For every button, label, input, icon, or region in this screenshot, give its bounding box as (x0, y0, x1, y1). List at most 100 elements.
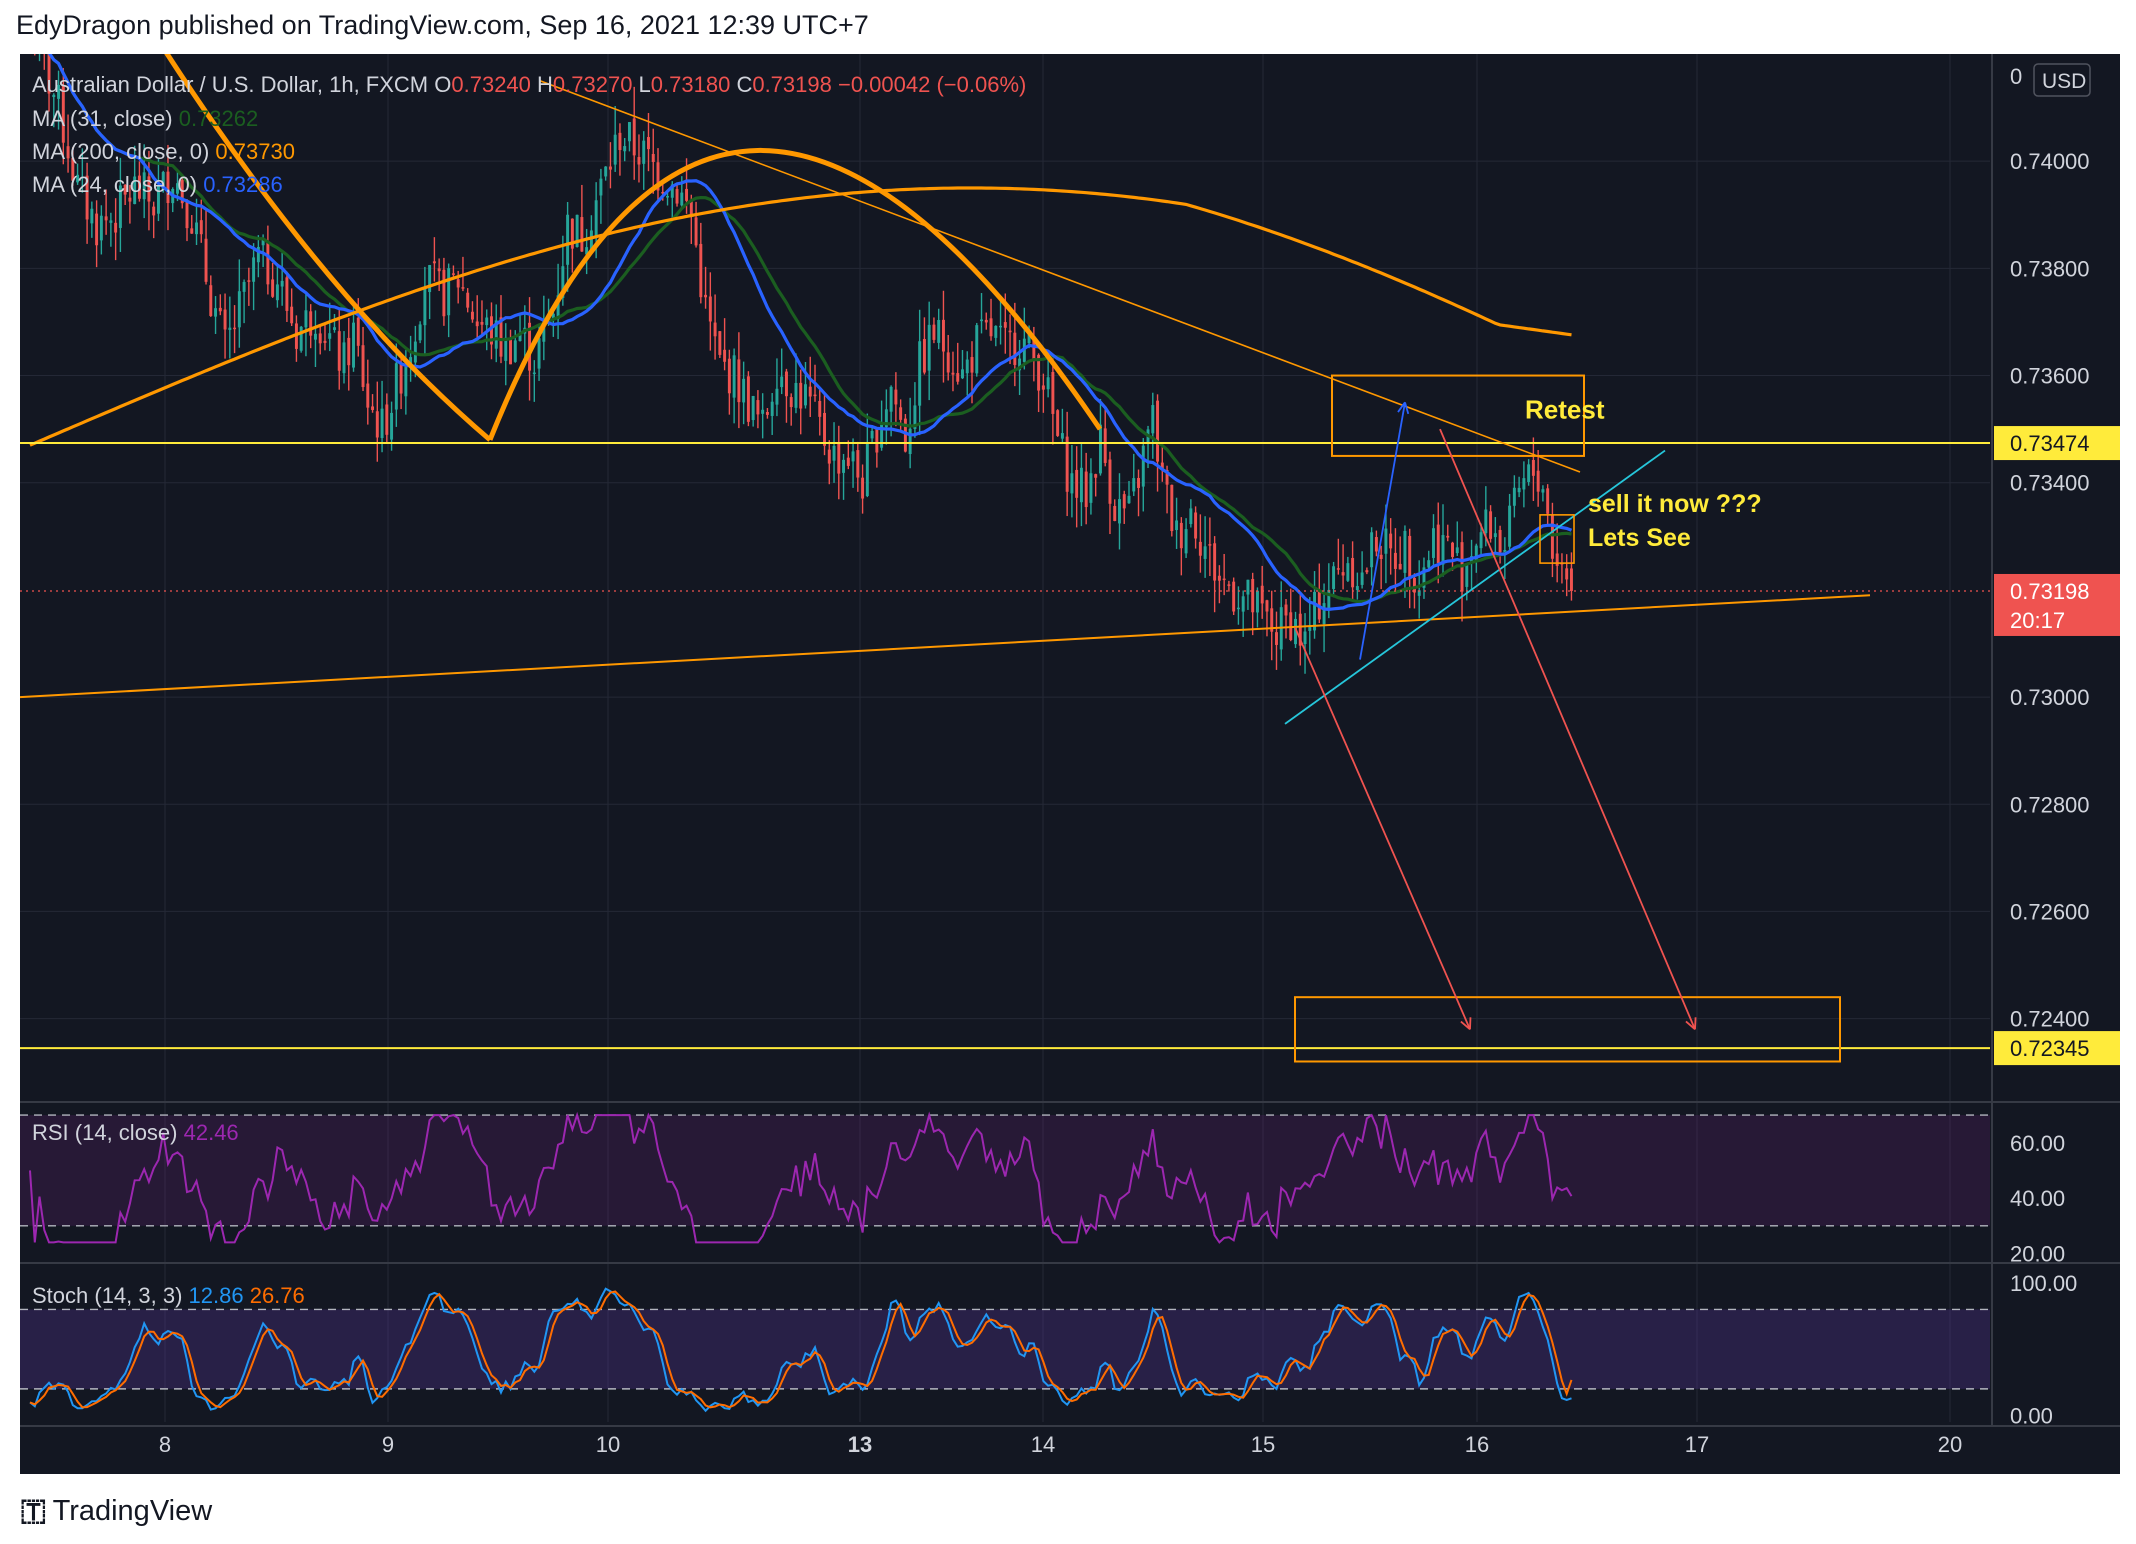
candle-body (1294, 618, 1297, 645)
candle-body (751, 395, 755, 421)
candle-body (1208, 544, 1212, 546)
target-zone-box (1294, 996, 1841, 1063)
candle-body (1089, 473, 1093, 503)
candle-body (1517, 487, 1521, 493)
candle-body (271, 279, 275, 297)
candle-body (1398, 563, 1402, 570)
candle-body (1484, 509, 1488, 534)
candle-body (356, 317, 360, 346)
candle-body (718, 331, 722, 355)
candle-body (409, 357, 413, 366)
candle-body (1194, 512, 1198, 539)
candle-body (480, 321, 484, 325)
candle-body (1322, 603, 1326, 625)
candle-body (789, 397, 793, 408)
candle-body (509, 338, 512, 365)
candle-body (818, 400, 822, 417)
candle-body (1365, 570, 1369, 573)
candle-body (1260, 585, 1264, 604)
candle-body (1122, 494, 1126, 509)
price-tick-label: 0.73400 (2010, 471, 2090, 496)
candle-body (494, 320, 498, 349)
candle-body (627, 122, 631, 142)
candle-body (899, 407, 903, 420)
time-tick-label: 8 (159, 1432, 171, 1457)
candle-body (956, 373, 960, 382)
legend-value: O (434, 72, 451, 97)
candle-body (161, 172, 165, 191)
ma-31-line (47, 54, 1572, 604)
projection-arrow-head (1685, 1017, 1697, 1031)
candle-body (499, 317, 503, 357)
candle-body (780, 376, 784, 388)
stoch-pane (20, 1287, 1990, 1413)
candle-body (1175, 520, 1179, 531)
entry-zone-box (1539, 514, 1575, 564)
level-low-badge-bg (1994, 1031, 2120, 1066)
price-tick-label: 0 (2010, 64, 2022, 89)
candle-body (922, 339, 926, 373)
candle-body (965, 359, 969, 374)
candle-body (1422, 567, 1426, 588)
ma-200-line (29, 186, 1572, 447)
footer-brand: TradingView (52, 1494, 213, 1527)
candle-body (913, 405, 917, 429)
candle-body (318, 333, 322, 344)
candle-body (637, 157, 641, 165)
candle-body (428, 265, 432, 293)
candle-body (180, 180, 184, 204)
stoch-tick-label: 100.00 (2010, 1271, 2077, 1296)
candle-body (475, 321, 479, 327)
candle-body (932, 324, 936, 340)
annotation-retest: Retest (1525, 394, 1605, 424)
candle-body (570, 218, 574, 249)
candle-body (1065, 436, 1069, 492)
candle-body (466, 292, 470, 308)
chart-frame[interactable]: 0.74000 0.73800 0.73600 0.73400 0.73000 0.728… (20, 54, 2120, 1474)
candle-body (109, 220, 113, 223)
time-tick-label: 10 (596, 1432, 620, 1457)
candle-body (856, 450, 860, 478)
candle-body (1232, 581, 1236, 612)
legend-value: −0.00042 (−0.06%) (838, 72, 1026, 97)
candle-body (894, 389, 898, 405)
candle-body (846, 457, 850, 466)
candle-body (1003, 322, 1007, 328)
candle-body (404, 366, 408, 397)
candle-body (1255, 590, 1259, 613)
candle-body (666, 196, 669, 198)
last-price-badge: 0.73198 (2010, 579, 2090, 604)
candle-body (941, 319, 945, 352)
candle-body (1013, 332, 1017, 365)
candle-body (1384, 528, 1388, 554)
candle-body (670, 184, 674, 198)
candle-body (237, 291, 241, 328)
legend-value: 0.73180 (651, 72, 737, 97)
candle-body (52, 94, 56, 98)
tradingview-footer[interactable]: 🇹 TradingView (20, 1494, 212, 1528)
impulse-arrow-head (1397, 401, 1410, 415)
candle-body (399, 363, 403, 394)
candle-body (1417, 590, 1421, 596)
candle-body (390, 412, 394, 440)
legend-ma-line: MA (200, close, 0) 0.73730 (32, 139, 295, 164)
time-tick-label: 15 (1251, 1432, 1275, 1457)
candle-body (1493, 533, 1497, 538)
candle-body (1451, 542, 1454, 557)
rsi-tick-label: 60.00 (2010, 1131, 2065, 1156)
candle-body (366, 383, 370, 408)
candle-body (937, 319, 941, 343)
candle-body (513, 340, 517, 362)
candle-body (1555, 553, 1559, 566)
candle-body (1465, 563, 1469, 587)
legend-value: L (639, 72, 651, 97)
chart-canvas[interactable]: 0.74000 0.73800 0.73600 0.73400 0.73000 0.728… (20, 54, 2120, 1474)
retest-zone-box (1331, 374, 1585, 457)
candle-body (1137, 477, 1140, 488)
candle-body (1565, 568, 1569, 580)
candle-body (1531, 460, 1535, 476)
candle-body (233, 327, 237, 330)
candle-body (685, 188, 689, 201)
candle-body (347, 337, 351, 366)
candle-body (1246, 579, 1250, 595)
